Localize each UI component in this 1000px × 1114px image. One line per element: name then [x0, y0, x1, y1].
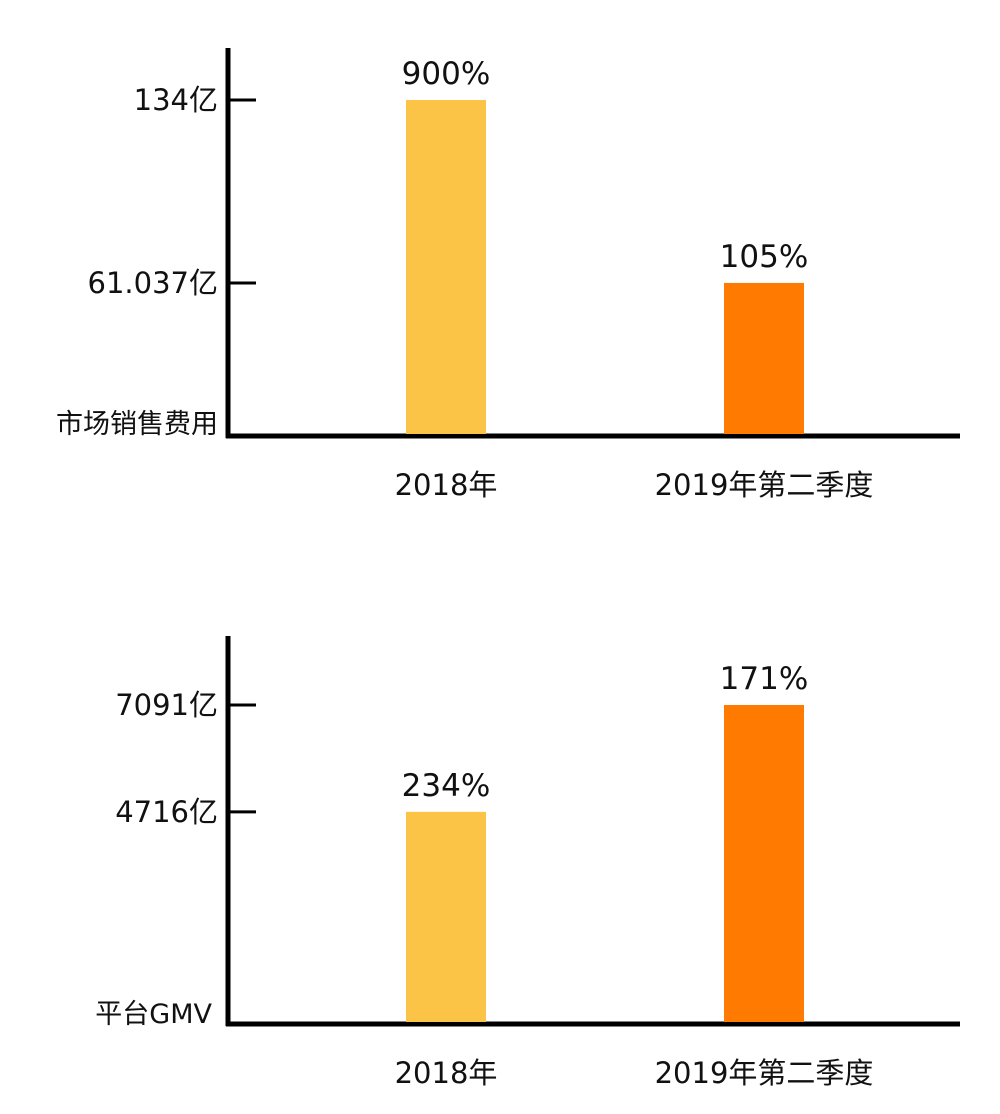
y-axis-title: 市场销售费用 — [56, 409, 218, 440]
y-tick-label: 4716亿 — [115, 795, 218, 829]
bar-data-label: 105% — [720, 239, 809, 275]
bar-2 — [724, 282, 804, 434]
marketing-expense-chart: 市场销售费用 134亿 61.037亿 900% 2018年 105% 2019年第二季度 — [0, 0, 1000, 520]
y-tick-label: 7091亿 — [115, 688, 218, 722]
platform-gmv-chart: 平台GMV 7091亿 4716亿 234% 2018年 171% 2019年第二季度 — [0, 600, 1000, 1114]
bar-1 — [406, 811, 486, 1022]
bar-data-label: 234% — [402, 768, 491, 804]
bar-1 — [406, 100, 486, 434]
bar-2 — [724, 705, 804, 1022]
marketing-expense-chart-svg: 市场销售费用 134亿 61.037亿 900% 2018年 105% 2019年第二季度 — [56, 48, 960, 502]
bar-data-label: 171% — [720, 661, 809, 697]
y-tick-label: 134亿 — [134, 83, 218, 117]
x-category-label: 2018年 — [395, 468, 498, 502]
x-category-label: 2018年 — [395, 1056, 498, 1090]
x-category-label: 2019年第二季度 — [655, 1056, 874, 1090]
bar-data-label: 900% — [402, 56, 491, 92]
x-category-label: 2019年第二季度 — [655, 468, 874, 502]
y-axis-title: 平台GMV — [95, 999, 212, 1030]
y-tick-label: 61.037亿 — [88, 266, 218, 300]
platform-gmv-chart-svg: 平台GMV 7091亿 4716亿 234% 2018年 171% 2019年第二季度 — [95, 636, 960, 1090]
